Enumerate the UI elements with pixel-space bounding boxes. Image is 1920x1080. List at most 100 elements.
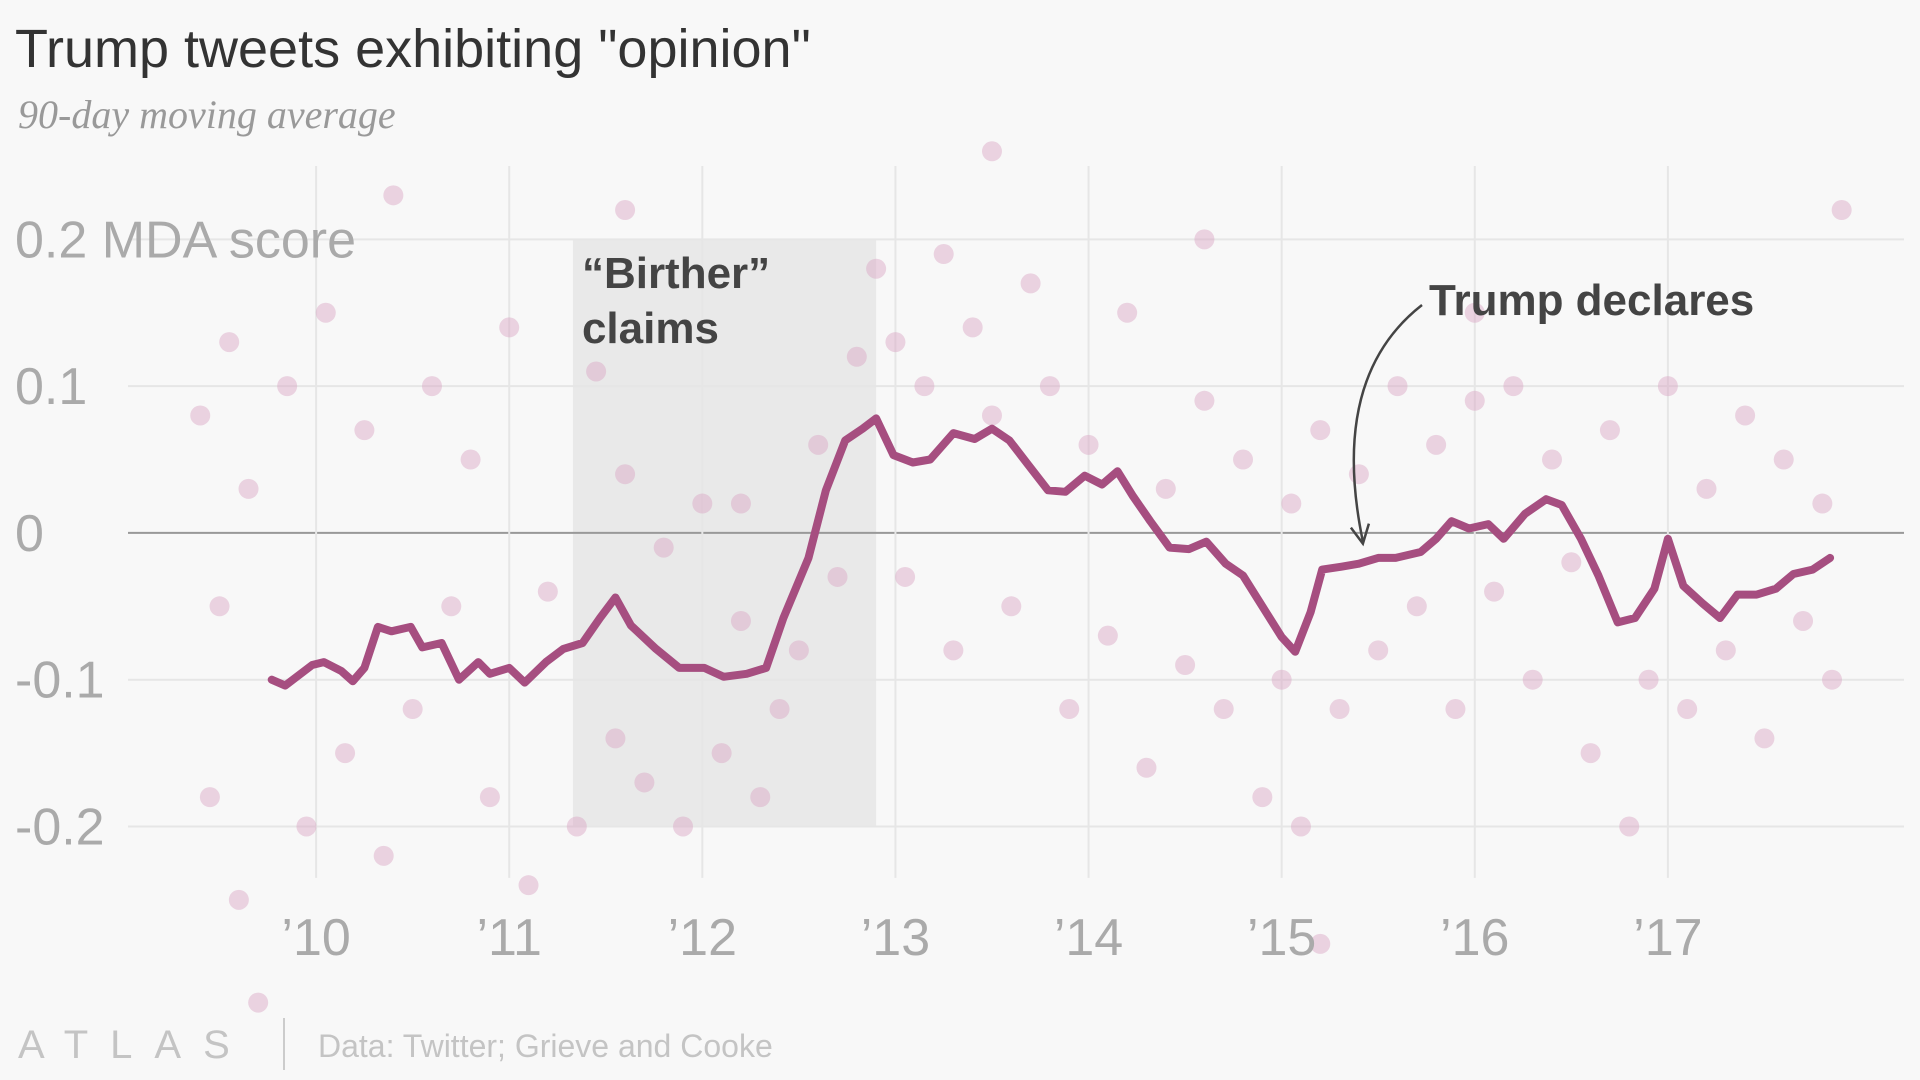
tweet-point (277, 376, 298, 397)
tweet-point (1233, 449, 1254, 470)
tweet-point (1059, 699, 1080, 720)
y-tick-label: -0.2 (15, 798, 105, 856)
tweet-point (373, 845, 394, 866)
tweet-point (1735, 405, 1756, 426)
tweet-point (1406, 596, 1427, 617)
tweet-point (1387, 376, 1408, 397)
x-tick-label: ’13 (861, 909, 930, 967)
tweet-point (605, 728, 626, 749)
tweet-point (1677, 699, 1698, 720)
tweet-point (1117, 302, 1138, 323)
tweet-point (1812, 493, 1833, 514)
tweet-point (1136, 757, 1157, 778)
tweet-point (1484, 581, 1505, 602)
tweet-point (615, 199, 636, 220)
source: Data: Twitter; Grieve and Cooke (318, 1028, 773, 1064)
tweet-point (566, 816, 587, 837)
tweet-point (673, 816, 694, 837)
tweet-point (1599, 420, 1620, 441)
tweet-point (1831, 199, 1852, 220)
tweet-point (1097, 625, 1118, 646)
x-tick-label: ’11 (476, 909, 542, 967)
tweet-point (219, 332, 240, 353)
tweet-point (1039, 376, 1060, 397)
tweet-point (1657, 376, 1678, 397)
tweet-point (1773, 449, 1794, 470)
tweet-point (1580, 743, 1601, 764)
tweet-point (1464, 390, 1485, 411)
tweet-point (1001, 596, 1022, 617)
x-tick-label: ’12 (668, 909, 737, 967)
tweet-point (1445, 699, 1466, 720)
tweet-point (1522, 669, 1543, 690)
tweet-point (750, 787, 771, 808)
tweet-point (1696, 478, 1717, 499)
tweet-point (1348, 464, 1369, 485)
tweet-point (1754, 728, 1775, 749)
tweet-point (1020, 273, 1041, 294)
tweet-point (769, 699, 790, 720)
x-tick-label: ’17 (1633, 909, 1702, 967)
tweet-point (460, 449, 481, 470)
annotation-text: Trump declares (1429, 276, 1754, 325)
tweet-point (421, 376, 442, 397)
region-label: claims (582, 304, 719, 353)
tweet-point (479, 787, 500, 808)
tweet-point (228, 889, 249, 910)
tweet-point (1822, 669, 1843, 690)
tweet-point (730, 493, 751, 514)
tweet-point (788, 640, 809, 661)
tweet-point (981, 405, 1002, 426)
tweet-point (1078, 434, 1099, 455)
tweet-point (238, 478, 259, 499)
tweet-point (933, 244, 954, 265)
tweet-point (1252, 787, 1273, 808)
x-tick-label: ’10 (281, 909, 350, 967)
tweet-point (1329, 699, 1350, 720)
tweet-point (1561, 552, 1582, 573)
tweet-point (1426, 434, 1447, 455)
tweet-point (1290, 816, 1311, 837)
arrow-head (1349, 523, 1371, 547)
tweet-point (1542, 449, 1563, 470)
tweet-point (711, 743, 732, 764)
tweet-point (827, 566, 848, 587)
tweet-point (866, 258, 887, 279)
logo: ATLAS (18, 1023, 252, 1067)
tweet-point (730, 610, 751, 631)
tweet-point (1155, 478, 1176, 499)
tweet-point (885, 332, 906, 353)
tweet-point (1194, 229, 1215, 250)
x-tick-label: ’14 (1054, 909, 1123, 967)
tweet-point (1793, 610, 1814, 631)
moving-average-line (267, 414, 1835, 690)
chart-title: Trump tweets exhibiting "opinion" (15, 19, 811, 79)
tweet-point (296, 816, 317, 837)
tweet-point (1281, 493, 1302, 514)
tweet-point (537, 581, 558, 602)
tweet-point (190, 405, 211, 426)
tweet-point (1464, 302, 1485, 323)
y-tick-label: -0.1 (15, 652, 105, 710)
annotation-arrow (1352, 304, 1423, 542)
tweet-point (499, 317, 520, 338)
tweet-point (634, 772, 655, 793)
tweet-point (653, 537, 674, 558)
tweet-point (248, 992, 269, 1013)
tweet-point (1310, 420, 1331, 441)
tweet-point (518, 875, 539, 896)
tweet-point (354, 420, 375, 441)
tweet-point (1503, 376, 1524, 397)
tweet-point (1213, 699, 1234, 720)
tweet-point (1310, 933, 1331, 954)
tweet-point (441, 596, 462, 617)
tweet-point (402, 699, 423, 720)
plot-layer: -0.2 -0.1 0 0.1 0.2 MDA score ’10 ’11 ’12 ’13 ’14… (15, 141, 1904, 1013)
tweet-point (199, 787, 220, 808)
x-tick-label: ’15 (1247, 909, 1316, 967)
tweet-point (335, 743, 356, 764)
tweet-point (981, 141, 1002, 162)
tweet-point (315, 302, 336, 323)
